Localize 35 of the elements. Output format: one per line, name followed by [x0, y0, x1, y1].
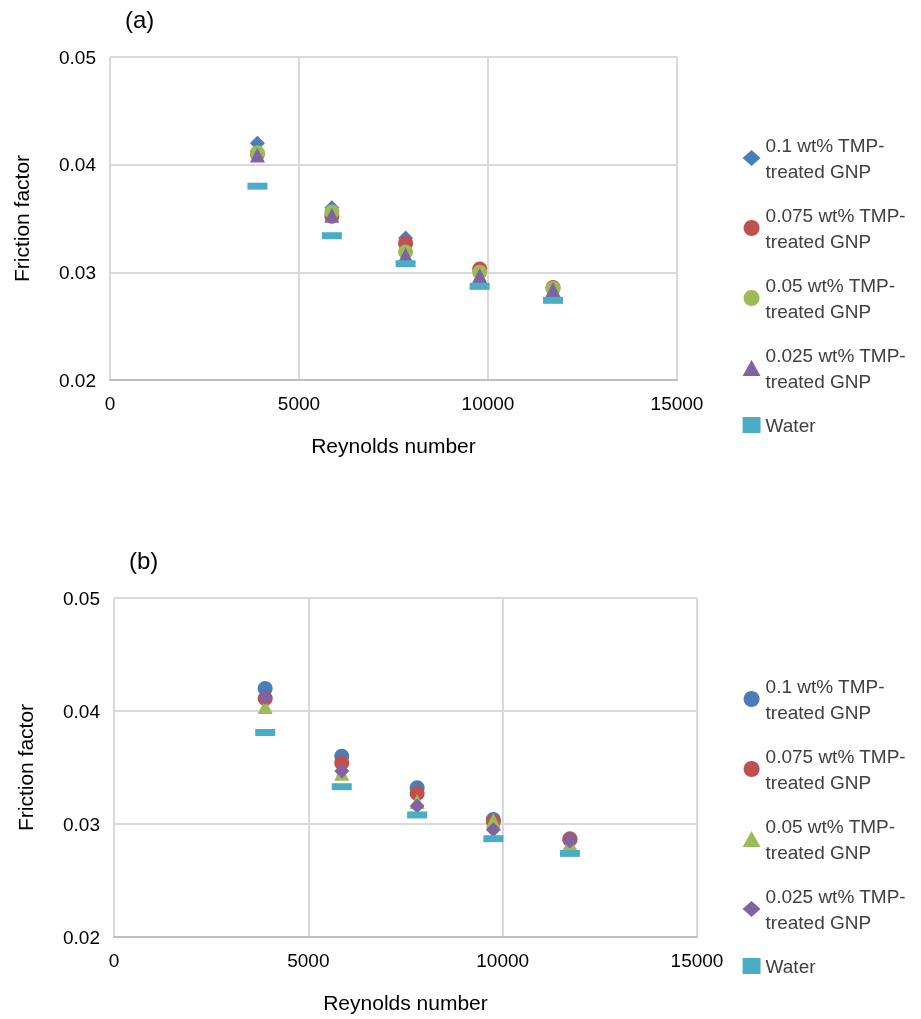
y-axis-title: Friction factor — [10, 154, 33, 283]
y-tick-label: 0.05 — [63, 587, 100, 609]
y-tick-label: 0.04 — [59, 154, 97, 176]
legend-label: 0.075 wt% TMP-treated GNP — [765, 204, 906, 252]
y-tick-label: 0.03 — [59, 261, 96, 283]
legend-label: 0.025 wt% TMP-treated GNP — [765, 885, 906, 933]
legend-label: 0.1 wt% TMP-treated GNP — [765, 675, 885, 723]
chart-title: (b) — [129, 546, 159, 574]
legend-label: 0.025 wt% TMP-treated GNP — [765, 344, 906, 392]
legend-label: 0.05 wt% TMP-treated GNP — [765, 274, 896, 322]
y-tick-label: 0.05 — [59, 46, 96, 68]
legend-label: 0.05 wt% TMP-treated GNP — [765, 815, 896, 863]
y-tick-label: 0.03 — [63, 813, 100, 835]
y-tick-label: 0.04 — [63, 700, 101, 722]
x-tick-label: 10000 — [461, 393, 515, 414]
x-axis-title: Reynolds number — [323, 991, 488, 1014]
x-tick-label: 15000 — [650, 393, 704, 414]
chart-title: (a) — [125, 5, 155, 33]
point — [472, 268, 488, 284]
legend-label: Water — [765, 955, 817, 977]
y-tick-label: 0.02 — [63, 926, 100, 948]
y-axis-title: Friction factor — [14, 703, 37, 832]
y-tick-label: 0.02 — [59, 369, 96, 391]
x-tick-label: 10000 — [476, 950, 530, 971]
point — [485, 822, 501, 838]
x-tick-label: 5000 — [277, 393, 321, 414]
legend-label: Water — [765, 414, 817, 436]
x-tick-label: 0 — [108, 950, 120, 971]
x-tick-label: 15000 — [670, 950, 724, 971]
x-axis-title: Reynolds number — [311, 434, 476, 457]
x-tick-label: 0 — [104, 393, 116, 414]
point — [409, 798, 425, 814]
x-tick-label: 5000 — [287, 950, 330, 971]
legend-label: 0.075 wt% TMP-treated GNP — [765, 745, 906, 793]
legend-label: 0.1 wt% TMP-treated GNP — [765, 134, 885, 182]
